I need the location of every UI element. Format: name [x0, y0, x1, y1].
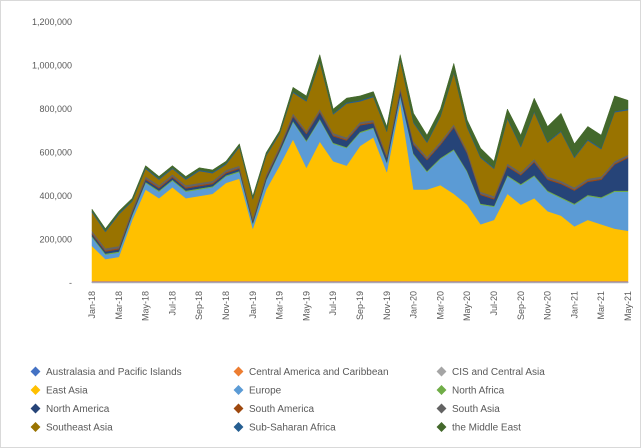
legend-marker — [436, 385, 447, 395]
legend-label: the Middle East — [452, 423, 521, 434]
legend-label: South Asia — [452, 404, 500, 415]
legend-label: South America — [249, 404, 314, 415]
x-tick-label: Jan-20 — [409, 291, 419, 319]
legend-label: CIS and Central Asia — [452, 367, 545, 378]
y-tick-label: - — [69, 278, 72, 288]
legend-marker — [233, 403, 244, 414]
x-tick-label: Jan-18 — [87, 291, 97, 319]
x-tick-label: May-18 — [141, 291, 151, 321]
legend-marker — [233, 422, 244, 432]
legend-label: Southeast Asia — [46, 423, 113, 434]
legend-label: Australasia and Pacific Islands — [46, 367, 182, 378]
x-tick-label: Nov-18 — [221, 291, 231, 320]
legend-marker — [233, 385, 244, 395]
legend-label: Sub-Saharan Africa — [249, 423, 336, 434]
legend-label: North America — [46, 404, 110, 415]
x-tick-label: Mar-21 — [596, 291, 606, 320]
y-tick-label: 600,000 — [39, 148, 72, 158]
x-tick-label: Sep-18 — [194, 291, 204, 320]
legend-label: Europe — [249, 386, 282, 397]
legend-marker — [436, 422, 447, 432]
x-tick-label: Sep-19 — [355, 291, 365, 320]
x-tick-label: May-19 — [301, 291, 311, 321]
y-tick-label: 400,000 — [39, 191, 72, 201]
area — [91, 53, 629, 232]
x-tick-label: Nov-20 — [543, 291, 553, 320]
y-tick-label: 1,000,000 — [32, 61, 72, 71]
legend-label: East Asia — [46, 386, 88, 397]
legend-marker — [233, 366, 244, 377]
y-tick-label: 1,200,000 — [32, 17, 72, 27]
legend-label: North Africa — [452, 386, 505, 397]
x-tick-label: Jan-19 — [248, 291, 258, 319]
y-tick-label: 200,000 — [39, 235, 72, 245]
x-tick-label: Mar-18 — [114, 291, 124, 320]
x-tick-label: Jul-19 — [328, 291, 338, 316]
x-tick-label: Mar-19 — [275, 291, 285, 320]
x-tick-label: Nov-19 — [382, 291, 392, 320]
y-tick-label: 800,000 — [39, 104, 72, 114]
legend-marker — [436, 403, 447, 414]
x-tick-label: Jul-18 — [167, 291, 177, 316]
x-tick-label: Jan-21 — [569, 291, 579, 319]
x-tick-label: May-20 — [462, 291, 472, 321]
x-tick-label: Sep-20 — [516, 291, 526, 320]
x-tick-label: May-21 — [623, 291, 633, 321]
legend-label: Central America and Caribbean — [249, 367, 389, 378]
x-tick-label: Mar-20 — [435, 291, 445, 320]
legend-marker — [436, 366, 447, 377]
x-tick-label: Jul-20 — [489, 291, 499, 316]
